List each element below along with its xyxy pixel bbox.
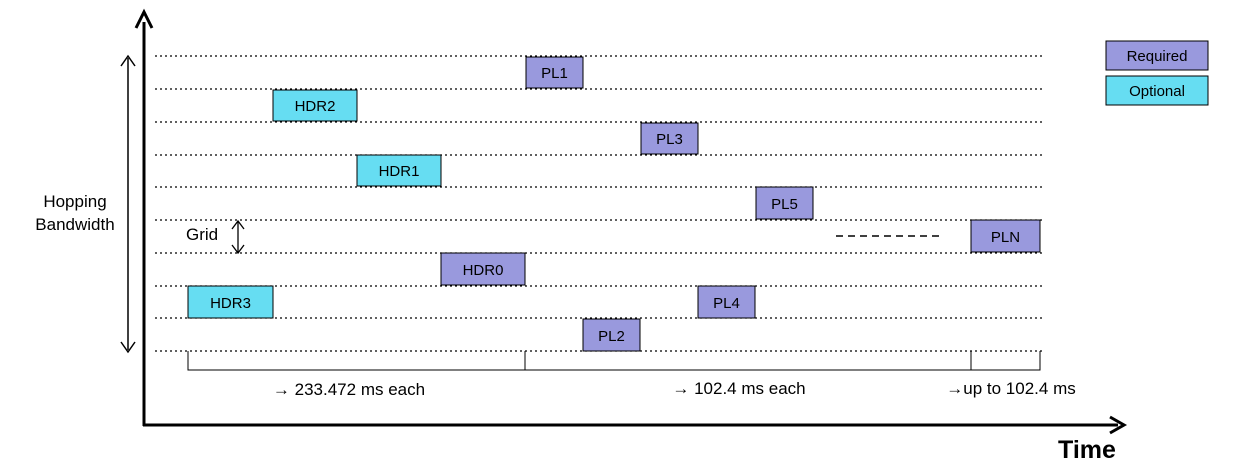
y-axis-arrowhead bbox=[134, 8, 154, 29]
block-pl3-label: PL3 bbox=[656, 131, 683, 148]
legend-optional-swatch bbox=[1105, 75, 1209, 106]
grid-spacing-arrow bbox=[231, 219, 245, 255]
duration-hdr-label: → 233.472 ms each bbox=[273, 380, 425, 399]
y-axis-label-line1: Hopping bbox=[43, 192, 106, 211]
bandwidth-arrow bbox=[120, 54, 136, 354]
block-pl1-label: PL1 bbox=[541, 65, 568, 82]
block-pl3 bbox=[640, 122, 699, 155]
timing-brackets bbox=[187, 351, 1041, 371]
block-hdr0 bbox=[440, 252, 526, 286]
block-hdr3-label: HDR3 bbox=[210, 295, 251, 312]
block-hdr1-label: HDR1 bbox=[379, 163, 420, 180]
block-pl2 bbox=[582, 318, 641, 352]
block-pl2-label: PL2 bbox=[598, 328, 625, 345]
x-axis-arrowhead bbox=[1109, 415, 1128, 435]
block-pl1 bbox=[525, 56, 584, 89]
legend-optional-label: Optional bbox=[1129, 83, 1185, 100]
block-pl4-label: PL4 bbox=[713, 295, 740, 312]
legend-required-label: Required bbox=[1127, 48, 1188, 65]
hop-blocks: PL1 HDR2 PL3 HDR1 PL5 PLN HDR0 HDR3 PL4 … bbox=[187, 56, 1041, 352]
y-axis-label-line2: Bandwidth bbox=[35, 215, 114, 234]
block-hdr0-label: HDR0 bbox=[463, 262, 504, 279]
grid-label: Grid bbox=[186, 225, 218, 244]
duration-pl-label: → 102.4 ms each bbox=[672, 379, 805, 398]
block-hdr2-label: HDR2 bbox=[295, 98, 336, 115]
x-axis-label: Time bbox=[1058, 436, 1116, 464]
block-pl4 bbox=[697, 285, 756, 319]
legend-required-swatch bbox=[1105, 40, 1209, 71]
block-hdr1 bbox=[356, 154, 442, 187]
block-pln-label: PLN bbox=[991, 229, 1020, 246]
bracket-pl bbox=[525, 351, 972, 371]
block-pln bbox=[970, 219, 1041, 253]
bracket-last bbox=[971, 351, 1041, 371]
duration-last-label: →up to 102.4 ms bbox=[946, 379, 1075, 398]
block-pl5-label: PL5 bbox=[771, 196, 798, 213]
legend: Required Optional bbox=[1105, 40, 1209, 106]
bracket-hdr bbox=[187, 351, 526, 371]
block-hdr2 bbox=[272, 89, 358, 122]
block-pl5 bbox=[755, 186, 814, 220]
block-hdr3 bbox=[187, 285, 274, 319]
